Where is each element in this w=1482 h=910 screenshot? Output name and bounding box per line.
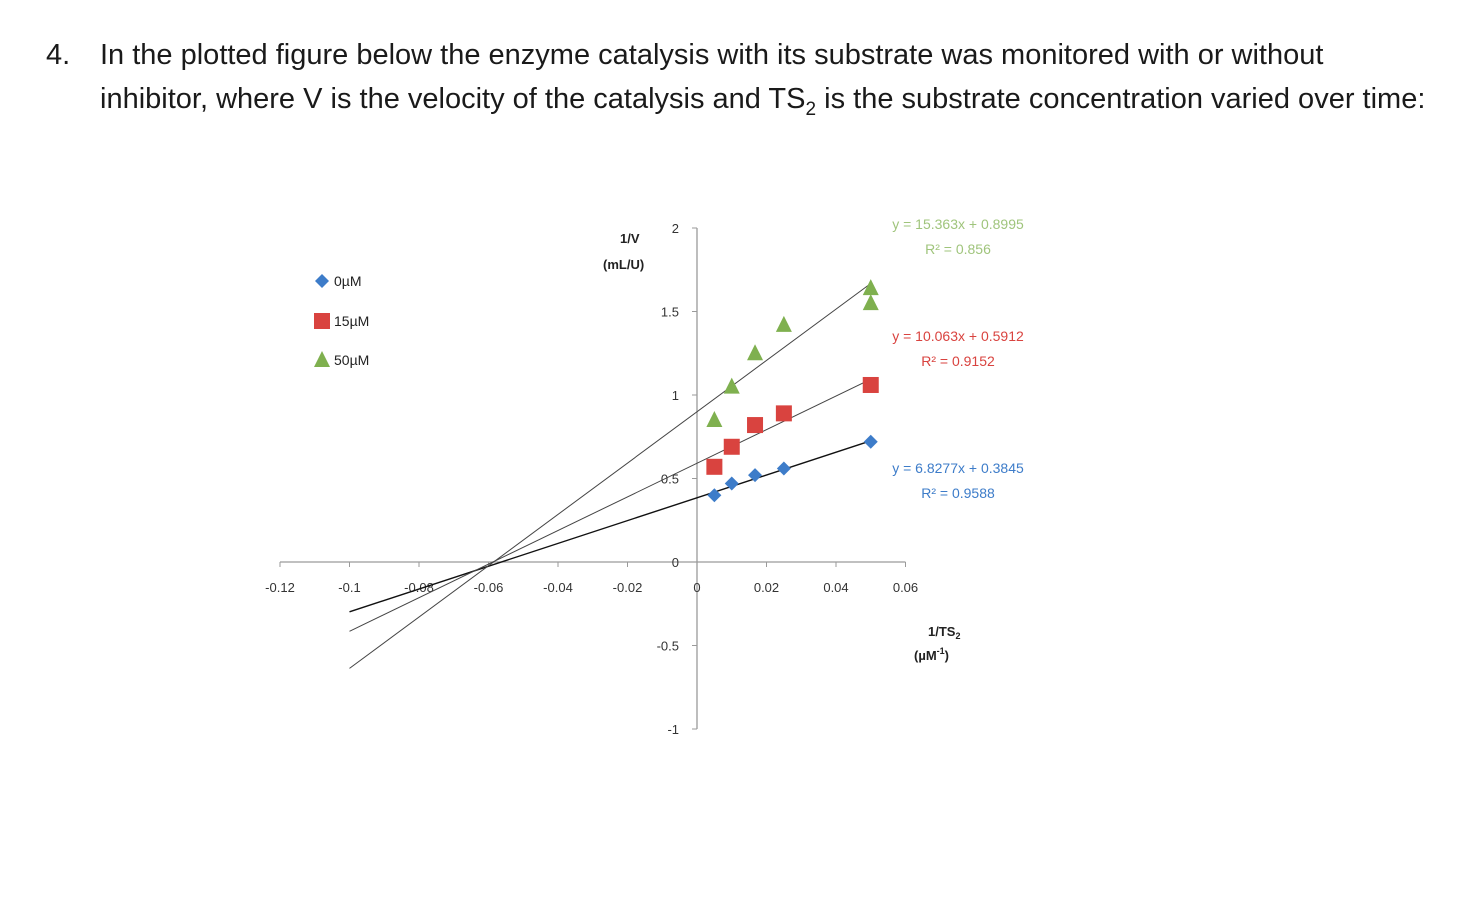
question-text-before: In the plotted figure below the enzyme c… — [100, 39, 1324, 115]
legend-label: 15µM — [334, 313, 369, 329]
x-tick-label: -0.04 — [543, 580, 573, 595]
data-point-square — [775, 405, 792, 422]
legend-marker-diamond — [315, 274, 329, 288]
y-tick-label: 0 — [672, 555, 679, 570]
y-tick-label: -0.5 — [657, 639, 679, 654]
legend-label: 0µM — [334, 273, 362, 289]
x-tick-label: 0 — [693, 580, 700, 595]
chart-axes: -0.12 -0.1 -0.08 -0.06 -0.04 -0.02 0 0.02 0.04 0.… — [265, 221, 918, 737]
fit-r-squared: R² = 0.9152 — [921, 353, 995, 369]
data-point-diamond — [776, 461, 791, 476]
y-tick-label: 2 — [672, 221, 679, 236]
data-points — [706, 279, 879, 503]
fit-equations: y = 6.8277x + 0.3845 R² = 0.9588 y = 10.06… — [892, 216, 1024, 501]
x-tick-label: -0.1 — [338, 580, 360, 595]
axis-labels: 1/V (mL/U) 1/TS2 (µM-1) — [603, 231, 960, 663]
data-point-diamond — [748, 468, 763, 483]
data-point-triangle — [723, 377, 740, 394]
fit-equation: y = 10.063x + 0.5912 — [892, 328, 1024, 344]
data-point-diamond — [724, 476, 739, 491]
y-tick-label: 1.5 — [661, 305, 679, 320]
data-point-square — [862, 376, 879, 393]
x-tick-label: 0.02 — [754, 580, 779, 595]
x-tick-label: 0.06 — [893, 580, 918, 595]
y-axis-label-line2: (mL/U) — [603, 257, 644, 272]
data-point-square — [723, 438, 740, 455]
x-axis-label-line2: (µM-1) — [914, 646, 949, 663]
data-point-triangle — [862, 294, 879, 311]
fit-line-1 — [349, 378, 871, 632]
y-tick-label: 0.5 — [661, 472, 679, 487]
y-tick-label: -1 — [667, 722, 679, 737]
data-point-diamond — [707, 488, 722, 503]
question-number: 4. — [46, 39, 71, 71]
question-text: In the plotted figure below the enzyme c… — [100, 33, 1430, 132]
y-axis-label-line1: 1/V — [620, 231, 640, 246]
y-tick-label: 1 — [672, 388, 679, 403]
fit-lines — [349, 283, 872, 669]
fit-r-squared: R² = 0.9588 — [921, 485, 995, 501]
fit-line-0 — [349, 440, 871, 613]
question-text-after: is the substrate concentration varied ov… — [816, 83, 1426, 115]
fit-equation: y = 15.363x + 0.8995 — [892, 216, 1024, 232]
fit-equation: y = 6.8277x + 0.3845 — [892, 460, 1024, 476]
x-tick-label: -0.06 — [474, 580, 504, 595]
data-point-triangle — [862, 279, 879, 296]
data-point-diamond — [863, 434, 878, 449]
data-point-square — [747, 417, 764, 434]
x-axis-label-line1: 1/TS2 — [928, 624, 960, 641]
legend-marker-triangle — [314, 351, 330, 367]
question-subscript: 2 — [805, 98, 817, 120]
x-tick-label: -0.12 — [265, 580, 295, 595]
x-tick-label: -0.02 — [613, 580, 643, 595]
data-point-triangle — [747, 344, 764, 361]
fit-line-2 — [349, 283, 872, 669]
legend-label: 50µM — [334, 352, 369, 368]
data-point-square — [706, 458, 723, 475]
data-point-triangle — [706, 411, 723, 428]
x-tick-label: 0.04 — [823, 580, 848, 595]
chart-legend: 0µM 15µM 50µM — [314, 273, 369, 368]
fit-r-squared: R² = 0.856 — [925, 241, 991, 257]
legend-marker-square — [314, 313, 330, 329]
data-point-triangle — [775, 315, 792, 332]
